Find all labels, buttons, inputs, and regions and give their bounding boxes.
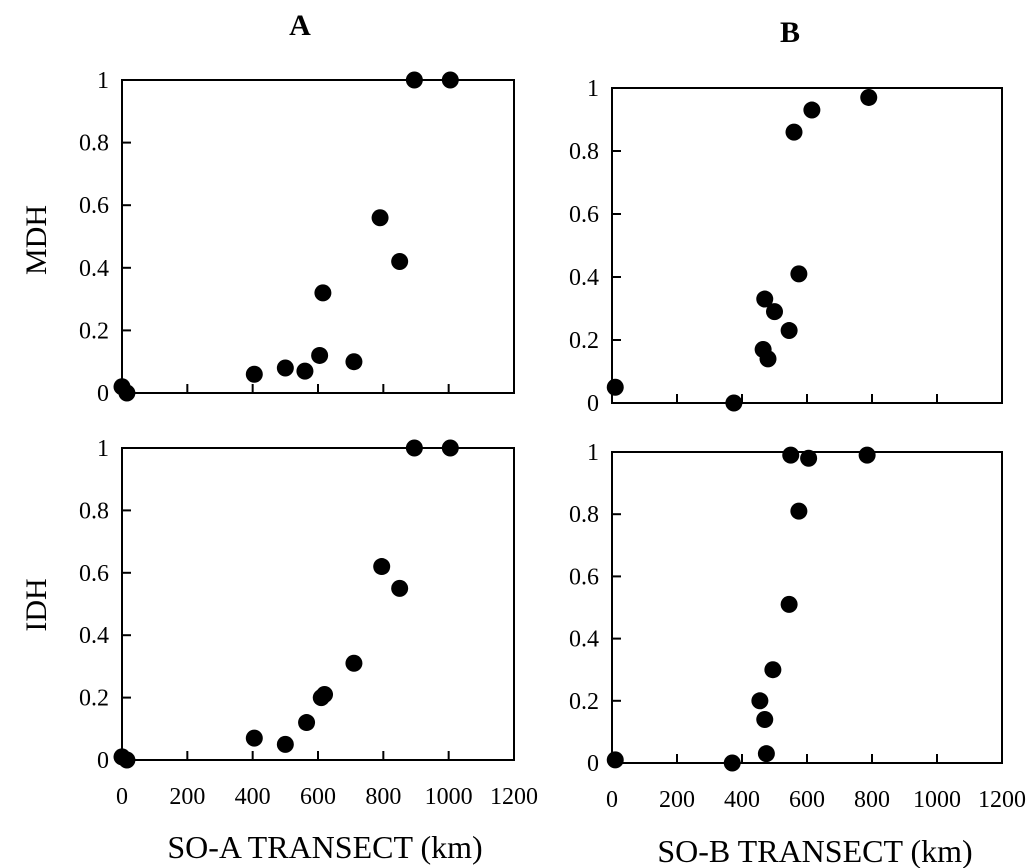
- x-tick-label: 800: [854, 787, 890, 813]
- data-point: [373, 558, 391, 576]
- x-axis-title-so-b: SO-B TRANSECT (km): [657, 833, 972, 868]
- data-point: [860, 88, 878, 106]
- data-point: [790, 265, 808, 283]
- y-tick-label: 0.6: [79, 561, 109, 587]
- data-point: [723, 754, 741, 772]
- x-tick-label: 1200: [490, 784, 538, 810]
- data-point: [441, 71, 459, 89]
- y-tick-label: 0.8: [79, 131, 109, 157]
- panel-4: 0 0.2 0.4 0.6 0.8 1 0 200 400 600 800 1000 1200: [569, 440, 1026, 813]
- data-point: [800, 449, 818, 467]
- data-point: [405, 71, 423, 89]
- panel-3: 0 0.2 0.4 0.6 0.8 1 0 200 400 600 800 1000 1200: [79, 436, 538, 810]
- data-point: [311, 346, 329, 364]
- y-tick-label: 0: [587, 751, 599, 777]
- data-point: [298, 714, 316, 732]
- y-tick-label: 0.8: [569, 139, 599, 165]
- data-point: [782, 446, 800, 464]
- data-point: [296, 362, 314, 380]
- plot-frame: [611, 87, 1003, 404]
- plot-frame: [611, 451, 1003, 764]
- x-tick-label: 200: [659, 787, 695, 813]
- data-point: [118, 384, 136, 402]
- data-point: [756, 710, 774, 728]
- y-tick-label: 0.4: [569, 627, 599, 653]
- y-tick-label: 1: [97, 68, 109, 94]
- x-tick-label: 0: [606, 787, 618, 813]
- x-tick-label: 0: [116, 784, 128, 810]
- x-tick-label: 600: [300, 784, 336, 810]
- data-point: [780, 322, 798, 340]
- x-tick-label: 1000: [425, 784, 473, 810]
- data-point: [751, 692, 769, 710]
- y-tick-label: 0: [97, 748, 109, 774]
- y-tick-label: 0: [587, 391, 599, 417]
- column-title-b: B: [780, 16, 800, 49]
- data-point: [316, 685, 334, 703]
- data-point: [606, 378, 624, 396]
- plot-frame: [121, 447, 515, 761]
- data-point: [858, 446, 876, 464]
- data-point: [725, 394, 743, 412]
- x-tick-label: 400: [724, 787, 760, 813]
- x-tick-label: 400: [235, 784, 271, 810]
- data-point: [391, 253, 409, 271]
- y-tick-label: 0.2: [569, 689, 599, 715]
- y-tick-label: 0.4: [79, 623, 109, 649]
- y-tick-label: 0.4: [569, 265, 599, 291]
- data-point: [756, 290, 774, 308]
- y-tick-label: 1: [97, 436, 109, 462]
- column-title-a: A: [289, 9, 311, 42]
- y-tick-label: 0.2: [569, 328, 599, 354]
- data-point: [371, 209, 389, 227]
- data-point: [345, 654, 363, 672]
- data-point: [345, 353, 363, 371]
- y-tick-label: 1: [587, 440, 599, 466]
- data-point: [803, 101, 821, 119]
- data-point: [790, 502, 808, 520]
- data-point: [314, 284, 332, 302]
- x-tick-label: 800: [365, 784, 401, 810]
- data-point: [405, 439, 423, 457]
- data-point: [391, 579, 409, 597]
- data-point: [780, 595, 798, 613]
- y-tick-label: 0: [97, 381, 109, 407]
- y-tick-label: 0.2: [79, 318, 109, 344]
- data-point: [764, 661, 782, 679]
- x-tick-label: 1000: [913, 787, 961, 813]
- data-point: [245, 729, 263, 747]
- y-tick-label: 0.4: [79, 256, 109, 282]
- y-tick-label: 0.2: [79, 686, 109, 712]
- data-point: [245, 365, 263, 383]
- row-label-idh: IDH: [20, 578, 53, 631]
- data-point: [757, 745, 775, 763]
- y-tick-label: 1: [587, 76, 599, 102]
- plot-frame: [121, 79, 515, 394]
- y-tick-label: 0.6: [569, 202, 599, 228]
- data-point: [276, 735, 294, 753]
- x-tick-label: 200: [169, 784, 205, 810]
- y-tick-label: 0.8: [79, 498, 109, 524]
- row-label-mdh: MDH: [20, 205, 53, 275]
- data-point: [606, 751, 624, 769]
- data-point: [276, 359, 294, 377]
- panel-2: 0 0.2 0.4 0.6 0.8 1: [569, 76, 1003, 417]
- y-tick-label: 0.6: [569, 564, 599, 590]
- y-tick-label: 0.6: [79, 193, 109, 219]
- x-tick-label: 600: [789, 787, 825, 813]
- data-point: [759, 350, 777, 368]
- y-tick-label: 0.8: [569, 502, 599, 528]
- x-tick-label: 1200: [978, 787, 1026, 813]
- data-point: [441, 439, 459, 457]
- panel-1: 0 0.2 0.4 0.6 0.8 1: [79, 68, 515, 407]
- data-point: [785, 123, 803, 141]
- x-axis-title-so-a: SO-A TRANSECT (km): [167, 829, 482, 865]
- data-point: [118, 751, 136, 769]
- data-point: [766, 303, 783, 321]
